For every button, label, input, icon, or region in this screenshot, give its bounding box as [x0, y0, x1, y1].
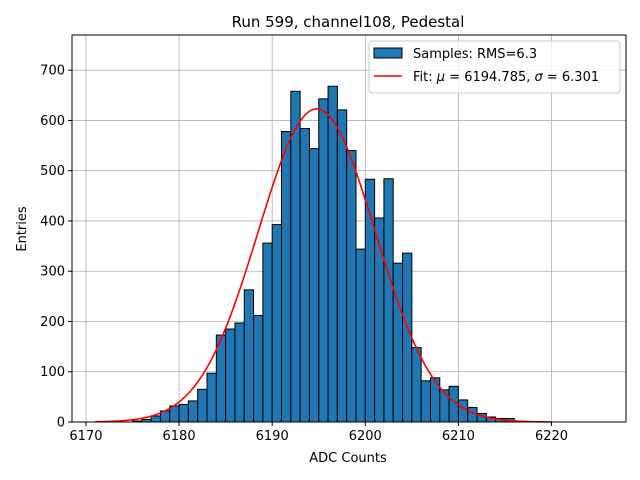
histogram-bar	[420, 380, 431, 423]
histogram-bar	[225, 328, 236, 423]
histogram-bar	[346, 150, 357, 423]
histogram-bar	[243, 289, 255, 423]
histogram-bar	[336, 109, 348, 423]
histogram-bar	[392, 262, 404, 423]
histogram-bar	[206, 372, 217, 423]
plot-frame	[71, 34, 627, 423]
x-tick-label: 6170	[69, 429, 102, 444]
y-axis-label: Entries	[15, 206, 30, 252]
legend-fit-sigma-symbol: σ	[535, 70, 544, 85]
y-tick-label: 400	[40, 214, 65, 229]
y-tick-label: 500	[40, 164, 65, 179]
legend-fit-prefix: Fit:	[413, 70, 437, 85]
histogram-bar	[402, 252, 413, 423]
histogram-bar	[383, 178, 394, 423]
x-tick-label: 6220	[535, 429, 568, 444]
histogram-bar	[150, 415, 161, 423]
histogram-bar	[457, 399, 469, 423]
legend: Samples: RMS=6.3 Fit: μ = 6194.785, σ = …	[368, 40, 621, 94]
histogram-bar	[271, 223, 282, 423]
histogram-bar	[318, 98, 329, 423]
histogram-bar	[327, 85, 338, 423]
legend-label-samples: Samples: RMS=6.3	[413, 47, 537, 62]
histogram-bar	[439, 389, 450, 423]
histogram-bar	[253, 314, 264, 423]
y-tick-label: 0	[57, 416, 65, 431]
legend-box	[368, 40, 621, 94]
y-tick-label: 100	[40, 365, 65, 380]
y-tick-label: 700	[40, 64, 65, 79]
x-tick-label: 6180	[163, 429, 196, 444]
legend-fit-sigma-value: = 6.301	[543, 70, 599, 85]
histogram-bar	[178, 403, 189, 423]
y-tick-label: 600	[40, 114, 65, 129]
legend-label-fit: Fit: μ = 6194.785, σ = 6.301	[413, 70, 599, 85]
y-tick-label: 300	[40, 265, 65, 280]
histogram-bar	[234, 322, 245, 423]
fit-curve	[95, 108, 552, 423]
legend-fit-mu-value: = 6194.785,	[445, 70, 534, 85]
histogram-bar	[299, 127, 310, 423]
histogram-bar	[262, 242, 273, 423]
histogram-bar	[280, 130, 292, 423]
histogram-bar	[187, 400, 199, 423]
y-tick-label: 200	[40, 315, 65, 330]
histogram-bar	[197, 388, 208, 423]
histogram-bar	[308, 148, 320, 423]
histogram-bar	[411, 347, 422, 423]
x-tick-label: 6200	[349, 429, 382, 444]
x-axis-label: ADC Counts	[309, 451, 387, 466]
histogram-bar	[290, 90, 301, 423]
x-tick-label: 6210	[442, 429, 475, 444]
x-axis-ticks: 6170 6180 6190 6200 6210 6220	[69, 422, 568, 444]
y-axis-ticks: 0 100 200 300 400 500 600 700	[40, 64, 72, 431]
histogram-bar	[374, 217, 385, 423]
legend-swatch-samples	[373, 47, 403, 59]
chart-title: Run 599, channel108, Pedestal	[232, 13, 465, 31]
x-tick-label: 6190	[256, 429, 289, 444]
histogram-bar	[355, 248, 366, 423]
histogram-bars	[132, 85, 515, 423]
legend-fit-mu-symbol: μ	[436, 70, 445, 85]
